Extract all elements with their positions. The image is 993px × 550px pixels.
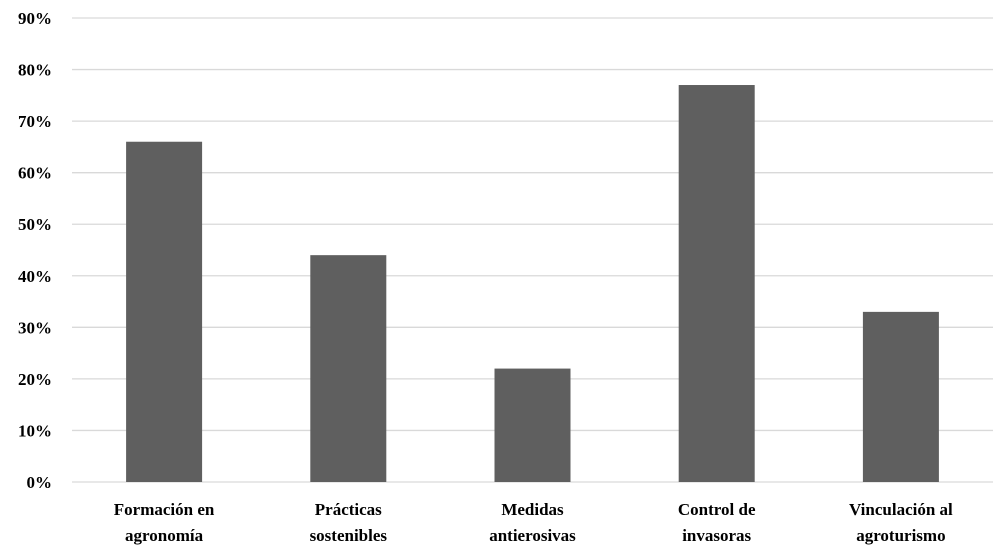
x-category-label-line: invasoras (682, 526, 751, 545)
x-axis: Formación en agronomía Prácticas sostenible… (114, 500, 953, 545)
x-category-label-line: Vinculación al (849, 500, 953, 519)
x-category-label: Control de invasoras (678, 500, 756, 545)
x-category-label: Vinculación al agroturismo (849, 500, 953, 545)
y-tick-label: 40% (18, 267, 52, 286)
bar (126, 141, 203, 482)
y-tick-label: 20% (18, 370, 52, 389)
x-category-label-line: agronomía (125, 526, 204, 545)
y-tick-label: 50% (18, 215, 52, 234)
y-tick-label: 0% (27, 473, 53, 492)
gridlines (72, 17, 993, 483)
x-category-label-line: Medidas (501, 500, 564, 519)
y-tick-label: 30% (18, 318, 52, 337)
y-tick-label: 90% (18, 9, 52, 28)
y-tick-label: 70% (18, 112, 52, 131)
x-category-label-line: Formación en (114, 500, 215, 519)
x-category-label: Formación en agronomía (114, 500, 215, 545)
bar (310, 255, 387, 482)
x-category-label-line: antierosivas (489, 526, 576, 545)
x-category-label-line: Prácticas (315, 500, 382, 519)
bar (678, 85, 755, 483)
y-axis: 0% 10% 20% 30% 40% 50% 60% 70% 80% 90% (18, 9, 52, 492)
y-tick-label: 60% (18, 164, 52, 183)
x-category-label-line: sostenibles (310, 526, 388, 545)
bars (126, 85, 939, 483)
x-category-label: Prácticas sostenibles (310, 500, 388, 545)
x-category-label: Medidas antierosivas (489, 500, 576, 545)
x-category-label-line: Control de (678, 500, 756, 519)
bar (862, 311, 939, 482)
y-tick-label: 80% (18, 61, 52, 80)
x-category-label-line: agroturismo (856, 526, 945, 545)
y-tick-label: 10% (18, 421, 52, 440)
bar (494, 368, 571, 482)
